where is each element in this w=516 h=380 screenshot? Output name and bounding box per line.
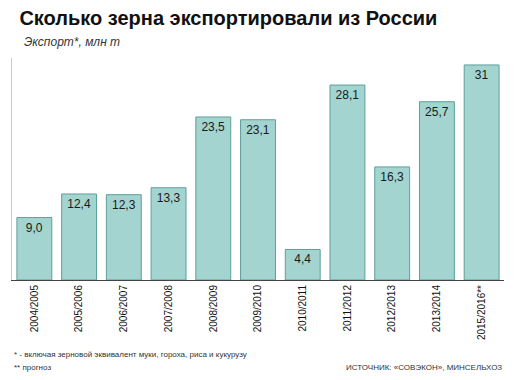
svg-text:2010/2011: 2010/2011 [297, 285, 308, 332]
svg-text:* - включая зерновой эквивален: * - включая зерновой эквивалент муки, го… [14, 350, 247, 359]
svg-text:2006/2007: 2006/2007 [118, 285, 129, 333]
svg-text:2011/2012: 2011/2012 [342, 285, 353, 332]
svg-text:2012/2013: 2012/2013 [386, 285, 397, 333]
svg-text:16,3: 16,3 [380, 170, 404, 184]
svg-text:Сколько зерна экспортировали и: Сколько зерна экспортировали из России [19, 7, 437, 29]
svg-text:2015/2016**: 2015/2016** [476, 285, 487, 340]
svg-text:13,3: 13,3 [157, 191, 181, 205]
svg-text:2005/2006: 2005/2006 [73, 285, 84, 333]
svg-text:** прогноз: ** прогноз [14, 363, 51, 372]
svg-text:23,1: 23,1 [246, 123, 270, 137]
svg-text:4,4: 4,4 [294, 252, 311, 266]
svg-text:Экспорт*, млн т: Экспорт*, млн т [24, 35, 120, 49]
svg-text:12,3: 12,3 [112, 198, 136, 212]
svg-text:2013/2014: 2013/2014 [431, 285, 442, 333]
svg-text:2008/2009: 2008/2009 [208, 285, 219, 333]
svg-text:ИСТОЧНИК: «СОВЭКОН», МИНСЕЛЬХО: ИСТОЧНИК: «СОВЭКОН», МИНСЕЛЬХОЗ [346, 363, 502, 372]
svg-text:25,7: 25,7 [425, 105, 449, 119]
svg-text:31: 31 [475, 68, 489, 82]
svg-text:23,5: 23,5 [201, 120, 225, 134]
svg-text:2009/2010: 2009/2010 [252, 285, 263, 333]
svg-text:9,0: 9,0 [26, 221, 43, 235]
svg-text:12,4: 12,4 [67, 197, 91, 211]
svg-text:2004/2005: 2004/2005 [29, 285, 40, 333]
svg-text:28,1: 28,1 [336, 88, 360, 102]
svg-text:2007/2008: 2007/2008 [163, 285, 174, 333]
